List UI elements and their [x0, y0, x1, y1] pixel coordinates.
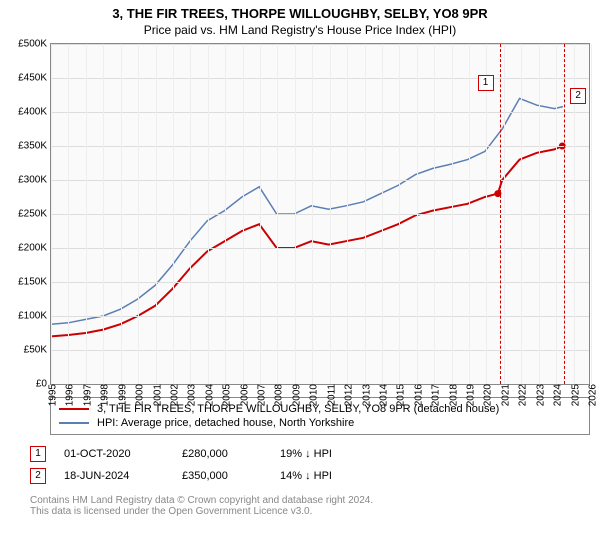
sale-marker: 2: [30, 468, 46, 484]
x-axis-label: 2014: [374, 384, 389, 406]
x-axis-label: 2019: [462, 384, 477, 406]
x-axis-label: 1995: [44, 384, 59, 406]
legend-label: HPI: Average price, detached house, Nort…: [97, 417, 354, 429]
y-axis-label: £250K: [18, 209, 51, 220]
x-axis-label: 2004: [200, 384, 215, 406]
x-axis-label: 2000: [131, 384, 146, 406]
sale-row: 2 18-JUN-2024 £350,000 14% ↓ HPI: [30, 465, 590, 487]
y-axis-label: £50K: [24, 345, 51, 356]
y-axis-label: £200K: [18, 243, 51, 254]
x-axis-label: 2006: [235, 384, 250, 406]
x-axis-label: 2023: [531, 384, 546, 406]
x-axis-label: 2001: [148, 384, 163, 406]
x-axis-label: 1996: [61, 384, 76, 406]
x-axis-label: 2013: [357, 384, 372, 406]
x-axis-label: 2008: [270, 384, 285, 406]
x-axis-label: 2010: [305, 384, 320, 406]
x-axis-label: 2009: [287, 384, 302, 406]
x-axis-label: 2005: [218, 384, 233, 406]
x-axis-label: 2017: [427, 384, 442, 406]
y-axis-label: £100K: [18, 311, 51, 322]
x-axis-label: 2007: [253, 384, 268, 406]
sale-row: 1 01-OCT-2020 £280,000 19% ↓ HPI: [30, 443, 590, 465]
x-axis-label: 2024: [549, 384, 564, 406]
sale-delta: 14% ↓ HPI: [280, 470, 390, 482]
chart-marker: 2: [570, 88, 586, 104]
x-axis-label: 2021: [496, 384, 511, 406]
sale-date: 01-OCT-2020: [64, 448, 164, 460]
x-axis-label: 2015: [392, 384, 407, 406]
sale-marker: 1: [30, 446, 46, 462]
y-axis-label: £400K: [18, 107, 51, 118]
chart-marker: 1: [478, 75, 494, 91]
legend-swatch: [59, 422, 89, 424]
footer: Contains HM Land Registry data © Crown c…: [30, 495, 590, 517]
chart-subtitle: Price paid vs. HM Land Registry's House …: [0, 23, 600, 37]
x-axis-label: 1998: [96, 384, 111, 406]
sale-price: £280,000: [182, 448, 262, 460]
plot-area: £0£50K£100K£150K£200K£250K£300K£350K£400…: [50, 43, 590, 385]
y-axis-label: £500K: [18, 39, 51, 50]
x-axis-label: 2022: [514, 384, 529, 406]
footer-line: Contains HM Land Registry data © Crown c…: [30, 495, 590, 506]
chart-title: 3, THE FIR TREES, THORPE WILLOUGHBY, SEL…: [0, 6, 600, 21]
x-axis-label: 2012: [340, 384, 355, 406]
x-axis-label: 2025: [566, 384, 581, 406]
sale-date: 18-JUN-2024: [64, 470, 164, 482]
x-axis-label: 2002: [165, 384, 180, 406]
x-axis-label: 2018: [444, 384, 459, 406]
x-axis-label: 2020: [479, 384, 494, 406]
y-axis-label: £350K: [18, 141, 51, 152]
x-axis-label: 2011: [322, 384, 337, 406]
x-axis-label: 2026: [584, 384, 599, 406]
legend-item: HPI: Average price, detached house, Nort…: [59, 416, 581, 430]
y-axis-label: £450K: [18, 73, 51, 84]
x-axis-label: 1997: [78, 384, 93, 406]
sale-delta: 19% ↓ HPI: [280, 448, 390, 460]
x-axis-label: 2003: [183, 384, 198, 406]
footer-line: This data is licensed under the Open Gov…: [30, 506, 590, 517]
legend-swatch: [59, 408, 89, 410]
y-axis-label: £300K: [18, 175, 51, 186]
y-axis-label: £150K: [18, 277, 51, 288]
x-axis-label: 1999: [113, 384, 128, 406]
sales-table: 1 01-OCT-2020 £280,000 19% ↓ HPI 2 18-JU…: [30, 443, 590, 487]
x-axis-label: 2016: [409, 384, 424, 406]
sale-price: £350,000: [182, 470, 262, 482]
chart-container: 3, THE FIR TREES, THORPE WILLOUGHBY, SEL…: [0, 6, 600, 517]
